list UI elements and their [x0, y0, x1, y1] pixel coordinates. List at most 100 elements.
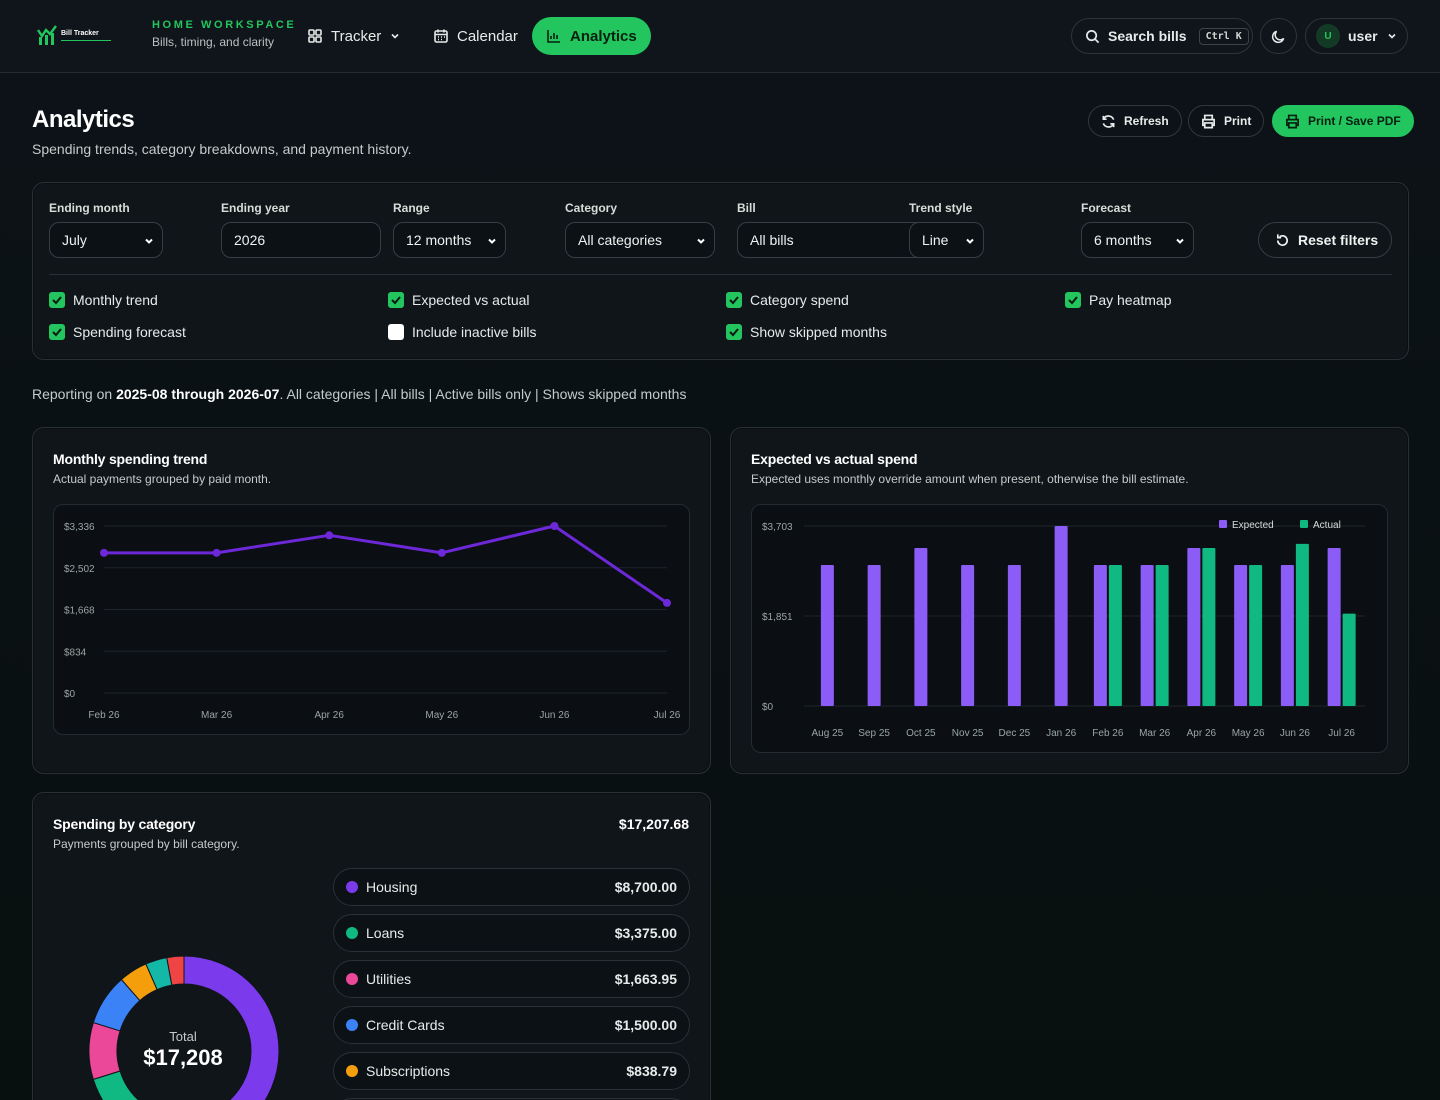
donut-slice: [183, 955, 280, 1100]
bill-value: All bills: [750, 232, 794, 248]
toggle-include-inactive-bills[interactable]: Include inactive bills: [388, 324, 537, 340]
forecast-select[interactable]: 6 months: [1081, 222, 1194, 258]
x-tick-label: Jan 26: [1046, 728, 1076, 739]
donut-center: Total $17,208: [133, 1029, 233, 1071]
workspace-title: HOME WORKSPACE: [152, 19, 297, 31]
bar-actual: [1155, 565, 1169, 706]
category-item-loans[interactable]: Loans $3,375.00: [333, 914, 690, 952]
donut-label: Total: [169, 1029, 197, 1044]
search-bills-button[interactable]: Search bills Ctrl K: [1071, 18, 1253, 54]
toggle-label: Category spend: [750, 292, 849, 308]
nav-calendar[interactable]: Calendar: [419, 17, 532, 55]
checkbox-checked[interactable]: [49, 292, 65, 308]
refresh-button[interactable]: Refresh: [1088, 105, 1182, 137]
bar-expected: [820, 565, 834, 706]
category-amount: $1,663.95: [614, 971, 677, 987]
category-item-utilities[interactable]: Utilities $1,663.95: [333, 960, 690, 998]
ending-year-value: 2026: [234, 232, 266, 248]
donut-slice: [88, 1021, 121, 1081]
bill-select[interactable]: All bills: [737, 222, 927, 258]
page-title: Analytics: [32, 106, 135, 133]
category-amount: $1,500.00: [614, 1017, 677, 1033]
x-tick-label: May 26: [425, 710, 458, 721]
x-tick-label: Dec 25: [999, 728, 1031, 739]
y-tick-label: $1,668: [64, 606, 95, 617]
category-select[interactable]: All categories: [565, 222, 715, 258]
bar-expected: [1093, 565, 1107, 706]
legend-label-actual: Actual: [1313, 520, 1341, 531]
y-tick-label: $0: [64, 689, 76, 700]
category-total: $17,207.68: [618, 816, 689, 832]
user-menu-button[interactable]: U user: [1305, 18, 1408, 54]
toggle-show-skipped-months[interactable]: Show skipped months: [726, 324, 887, 340]
reset-filters-label: Reset filters: [1298, 232, 1379, 248]
card-subtitle: Expected uses monthly override amount wh…: [751, 472, 1189, 486]
donut-value: $17,208: [143, 1045, 223, 1070]
checkbox-checked[interactable]: [49, 324, 65, 340]
app-logo[interactable]: Bill Tracker: [36, 24, 114, 48]
y-tick-label: $834: [64, 647, 87, 658]
refresh-icon: [1102, 114, 1115, 128]
forecast-label: Forecast: [1081, 201, 1132, 215]
nav-analytics[interactable]: Analytics: [532, 17, 651, 55]
checkbox-checked[interactable]: [1065, 292, 1081, 308]
range-select[interactable]: 12 months: [393, 222, 506, 258]
reset-filters-button[interactable]: Reset filters: [1258, 222, 1392, 258]
nav-analytics-label: Analytics: [570, 27, 637, 45]
ending-month-select[interactable]: July: [49, 222, 163, 258]
filters-divider: [49, 274, 1392, 275]
calendar-icon: [434, 29, 448, 43]
monthly-trend-chart: $0 $834 $1,668 $2,502 $3,336 Feb 26 Mar 26 Apr …: [64, 522, 681, 721]
data-point: [437, 548, 446, 557]
category-amount: $838.79: [626, 1063, 677, 1079]
category-item-housing[interactable]: Housing $8,700.00: [333, 868, 690, 906]
print-button[interactable]: Print: [1188, 105, 1265, 137]
x-tick-label: Feb 26: [1092, 728, 1124, 739]
checkbox-unchecked[interactable]: [388, 324, 404, 340]
legend-label-expected: Expected: [1232, 520, 1274, 531]
logo-text: Bill Tracker: [61, 30, 99, 37]
category-value: All categories: [578, 232, 663, 248]
bar-expected: [1234, 565, 1248, 706]
toggle-spending-forecast[interactable]: Spending forecast: [49, 324, 186, 340]
y-tick-label: $2,502: [64, 564, 95, 575]
nav-tracker[interactable]: Tracker: [293, 17, 415, 55]
x-tick-label: Apr 26: [314, 710, 344, 721]
theme-toggle-button[interactable]: [1260, 18, 1297, 54]
trend-style-select[interactable]: Line: [909, 222, 984, 258]
page-subtitle: Spending trends, category breakdowns, an…: [32, 141, 412, 157]
x-tick-label: Nov 25: [952, 728, 984, 739]
bar-expected: [914, 548, 928, 706]
x-tick-label: Jun 26: [1280, 728, 1310, 739]
data-point: [100, 548, 108, 557]
toggle-monthly-trend[interactable]: Monthly trend: [49, 292, 158, 308]
x-tick-label: Aug 25: [812, 728, 844, 739]
search-icon: [1086, 29, 1100, 43]
checkbox-checked[interactable]: [726, 292, 742, 308]
category-item-credit-cards[interactable]: Credit Cards $1,500.00: [333, 1006, 690, 1044]
nav-calendar-label: Calendar: [457, 27, 518, 45]
chevron-down-icon: [488, 238, 496, 244]
bar-expected: [1054, 526, 1068, 706]
checkbox-checked[interactable]: [726, 324, 742, 340]
card-title: Spending by category: [53, 816, 196, 832]
bar-expected: [1280, 565, 1294, 706]
legend-dot: [346, 973, 358, 985]
bar-actual: [1295, 543, 1309, 706]
avatar: U: [1316, 24, 1340, 48]
workspace-info: HOME WORKSPACE Bills, timing, and clarit…: [152, 19, 296, 49]
logo-chart-icon: [37, 25, 57, 45]
category-item-subscriptions[interactable]: Subscriptions $838.79: [333, 1052, 690, 1090]
print-save-pdf-button[interactable]: Print / Save PDF: [1272, 105, 1414, 137]
checkbox-checked[interactable]: [388, 292, 404, 308]
toggle-pay-heatmap[interactable]: Pay heatmap: [1065, 292, 1172, 308]
chevron-down-icon: [391, 33, 399, 39]
reporting-summary: Reporting on 2025-08 through 2026-07. Al…: [32, 386, 686, 402]
ending-year-input[interactable]: 2026: [221, 222, 381, 258]
reset-icon: [1276, 233, 1289, 246]
toggle-category-spend[interactable]: Category spend: [726, 292, 849, 308]
toggle-expected-vs-actual[interactable]: Expected vs actual: [388, 292, 530, 308]
bar-expected: [1007, 565, 1021, 706]
toggle-label: Show skipped months: [750, 324, 887, 340]
chevron-down-icon: [145, 238, 153, 244]
